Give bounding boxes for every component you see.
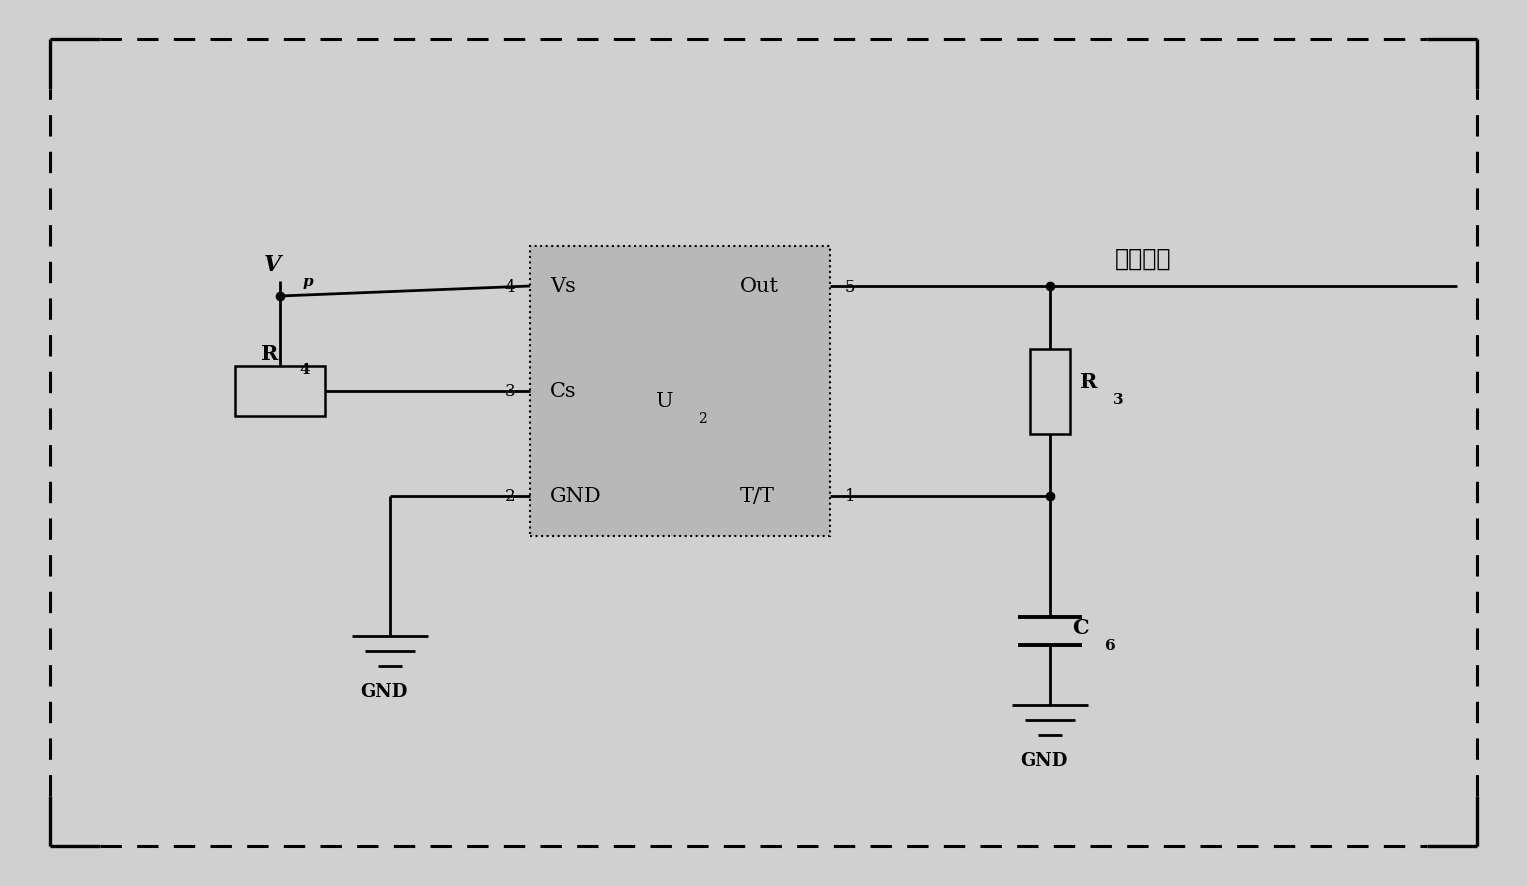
Text: R: R: [261, 344, 279, 363]
Text: 4: 4: [504, 278, 515, 295]
Text: C: C: [1072, 618, 1089, 637]
Text: R: R: [1080, 371, 1098, 392]
Text: Out: Out: [741, 277, 779, 296]
Text: 2: 2: [698, 411, 707, 425]
Text: 3: 3: [1113, 392, 1124, 407]
Text: U: U: [657, 392, 673, 411]
Text: 1: 1: [844, 488, 855, 505]
Text: Vs: Vs: [550, 277, 576, 296]
Text: 6: 6: [1106, 638, 1116, 652]
Text: 2: 2: [504, 488, 515, 505]
Text: 方波激励: 方波激励: [1115, 246, 1171, 271]
Text: V: V: [263, 253, 281, 276]
Text: GND: GND: [550, 487, 602, 506]
Text: 4: 4: [299, 362, 310, 377]
Text: Cs: Cs: [550, 382, 577, 401]
Text: 5: 5: [844, 278, 855, 295]
Text: 3: 3: [504, 383, 515, 400]
Text: GND: GND: [360, 682, 408, 700]
Bar: [235, 367, 325, 416]
Text: p: p: [302, 275, 313, 289]
Text: T/T: T/T: [741, 487, 776, 506]
Bar: [530, 246, 831, 536]
Bar: [1031, 349, 1070, 434]
Text: GND: GND: [1020, 751, 1067, 769]
